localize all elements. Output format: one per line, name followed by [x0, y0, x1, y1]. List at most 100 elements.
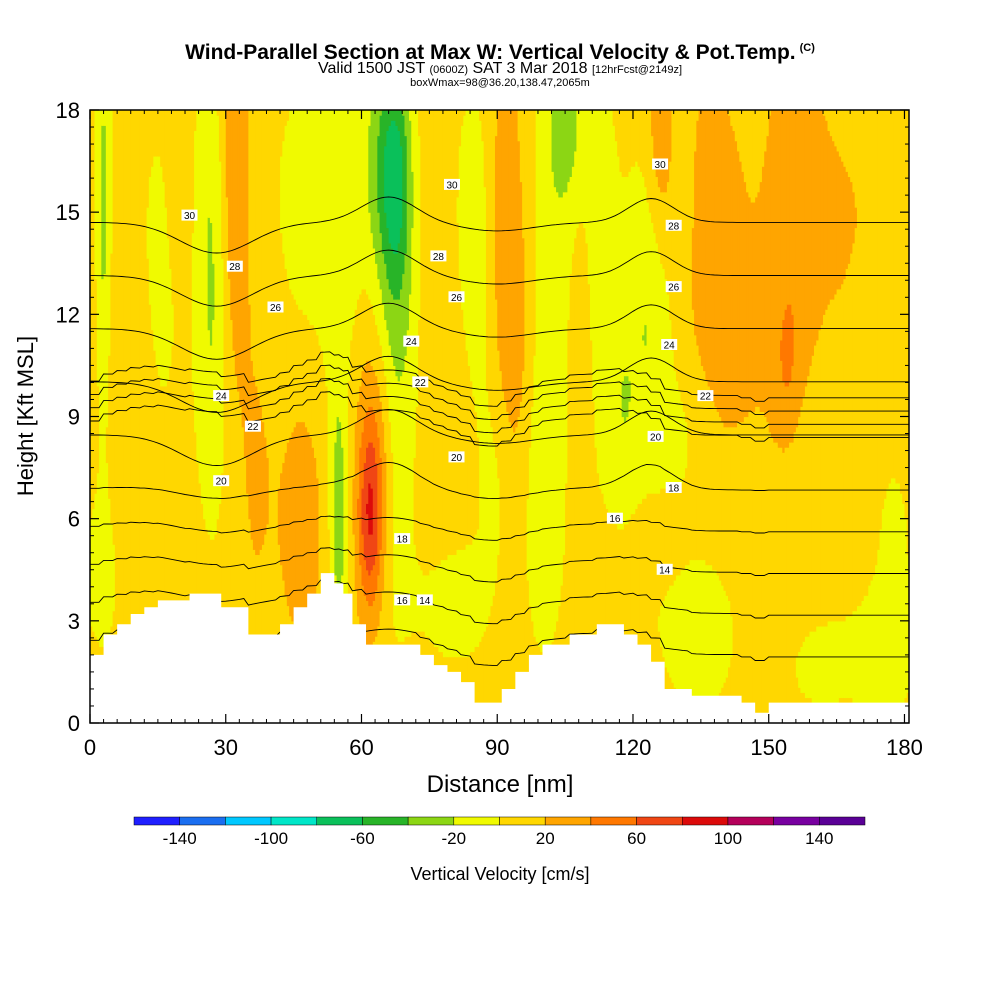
- isentrope-label-text: 28: [229, 262, 241, 273]
- velocity-cell: [585, 110, 589, 244]
- velocity-cell: [148, 176, 152, 305]
- velocity-cell: [359, 293, 363, 387]
- velocity-cell: [492, 595, 496, 723]
- velocity-cell: [96, 472, 100, 642]
- velocity-cell: [350, 110, 354, 341]
- velocity-cell: [472, 396, 476, 540]
- velocity-cell: [395, 125, 399, 254]
- velocity-cell: [614, 523, 618, 723]
- velocity-cell: [508, 421, 512, 723]
- velocity-cell: [646, 493, 650, 723]
- velocity-cell: [370, 406, 374, 443]
- velocity-cell: [845, 268, 849, 617]
- velocity-cell: [757, 110, 761, 193]
- velocity-cell: [603, 503, 607, 723]
- velocity-cell: [363, 559, 367, 596]
- velocity-cell: [277, 488, 281, 545]
- velocity-cell: [447, 110, 451, 556]
- velocity-cell: [802, 396, 806, 642]
- velocity-cell: [366, 447, 369, 504]
- velocity-cell: [813, 344, 817, 632]
- velocity-cell: [418, 135, 421, 321]
- isentrope-label: 30: [652, 158, 669, 171]
- velocity-cell: [639, 503, 643, 723]
- velocity-cell: [368, 299, 372, 361]
- velocity-cell: [705, 564, 709, 709]
- velocity-cell: [413, 457, 417, 545]
- velocity-cell: [786, 304, 790, 387]
- isentrope-label: 30: [181, 209, 198, 222]
- velocity-cell: [377, 110, 381, 137]
- colorbar-tick-label: -20: [442, 829, 467, 848]
- velocity-cell: [823, 625, 826, 704]
- velocity-cell: [377, 436, 381, 576]
- velocity-cell: [825, 120, 829, 310]
- velocity-cell: [741, 171, 745, 423]
- velocity-cell: [352, 477, 356, 535]
- velocity-cell: [366, 513, 369, 571]
- velocity-cell: [218, 161, 222, 504]
- velocity-cell: [386, 110, 390, 132]
- velocity-cell: [784, 447, 788, 723]
- velocity-cell: [522, 237, 525, 372]
- velocity-cell: [284, 268, 288, 453]
- colorbar-tick-label: 60: [627, 829, 646, 848]
- velocity-cell: [356, 299, 360, 402]
- velocity-cell: [157, 110, 161, 157]
- velocity-cell: [191, 110, 195, 234]
- velocity-cell: [182, 110, 186, 723]
- velocity-cell: [807, 636, 811, 699]
- velocity-cell: [103, 110, 107, 126]
- isentrope-label-bg: [647, 430, 664, 442]
- velocity-cell: [816, 110, 820, 341]
- velocity-cell: [359, 564, 363, 627]
- velocity-cell: [354, 421, 358, 591]
- isentrope-label-text: 18: [668, 484, 680, 495]
- isentrope-label-bg: [394, 533, 411, 545]
- velocity-cell: [375, 590, 378, 637]
- velocity-cell: [381, 304, 385, 361]
- velocity-cell: [709, 564, 713, 704]
- velocity-cell: [393, 365, 397, 627]
- velocity-cell: [813, 631, 817, 704]
- y-tick-label: 9: [68, 405, 80, 430]
- velocity-cell: [316, 110, 320, 336]
- velocity-cell: [440, 110, 444, 561]
- velocity-cell: [605, 110, 609, 510]
- velocity-cell: [237, 110, 240, 392]
- velocity-cell: [825, 110, 829, 121]
- velocity-cell: [773, 110, 777, 443]
- velocity-cell: [155, 365, 159, 723]
- velocity-cell: [795, 426, 799, 658]
- velocity-cell: [483, 186, 487, 632]
- velocity-cell: [829, 110, 833, 137]
- velocity-cell: [139, 110, 143, 723]
- forecast-info: [12hrFcst@2149z]: [591, 64, 682, 76]
- velocity-cell: [841, 110, 844, 162]
- velocity-cell: [94, 493, 98, 637]
- velocity-cell: [429, 110, 433, 571]
- velocity-cell: [725, 110, 729, 428]
- velocity-cell: [325, 385, 329, 723]
- velocity-cell: [845, 110, 849, 172]
- velocity-cell: [404, 355, 408, 637]
- velocity-cell: [320, 110, 324, 351]
- velocity-cell: [705, 380, 709, 566]
- velocity-cell: [370, 605, 374, 647]
- velocity-cell: [474, 646, 478, 723]
- velocity-cell: [698, 110, 702, 356]
- velocity-cell: [786, 447, 790, 723]
- velocity-cell: [694, 110, 697, 152]
- velocity-cell: [884, 110, 887, 499]
- isentrope-label: 14: [656, 563, 673, 576]
- velocity-cell: [630, 110, 634, 167]
- velocity-cell: [359, 447, 363, 566]
- velocity-cell: [623, 176, 627, 377]
- velocity-cell: [304, 426, 308, 632]
- velocity-cell: [302, 110, 306, 315]
- velocity-cell: [377, 574, 381, 627]
- velocity-cell: [798, 110, 801, 418]
- velocity-cell: [372, 447, 376, 566]
- velocity-cell: [685, 110, 688, 423]
- velocity-cell: [820, 625, 824, 704]
